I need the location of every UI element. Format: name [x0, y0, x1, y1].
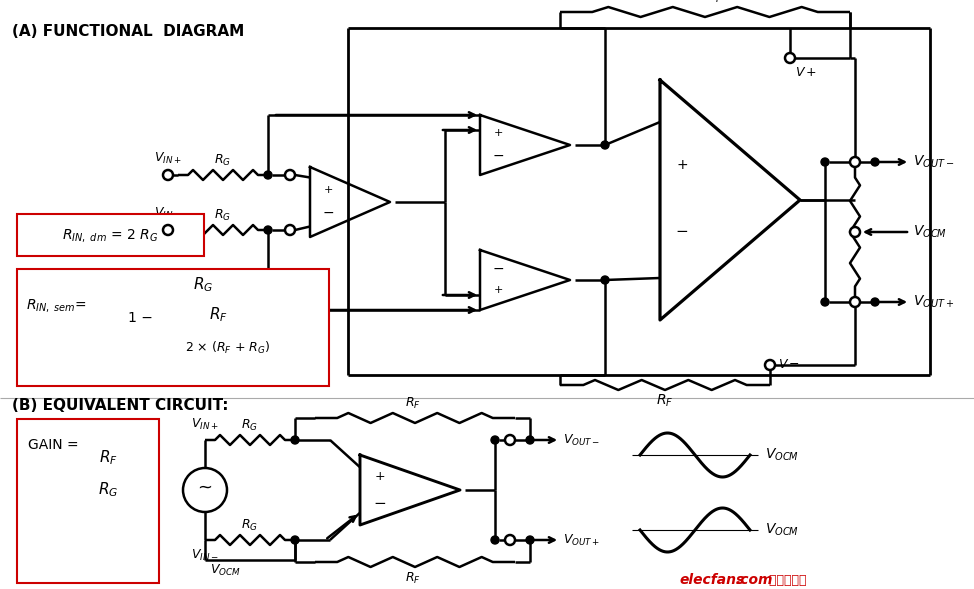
- Text: $-$: $-$: [373, 495, 387, 509]
- Text: $R_F$: $R_F$: [404, 571, 421, 586]
- Text: $V-$: $V-$: [778, 359, 800, 372]
- Text: +: +: [493, 285, 503, 295]
- Text: $R_G$: $R_G$: [193, 276, 213, 294]
- Text: $V_{OUT-}$: $V_{OUT-}$: [563, 432, 600, 448]
- Circle shape: [601, 141, 609, 149]
- Text: $V_{OCM}$: $V_{OCM}$: [913, 224, 947, 240]
- Circle shape: [871, 298, 879, 306]
- Text: $V_{IN+}$: $V_{IN+}$: [154, 151, 182, 166]
- Text: $R_F$: $R_F$: [706, 0, 724, 5]
- Circle shape: [291, 536, 299, 544]
- Circle shape: [821, 158, 829, 166]
- Text: $V_{OUT-}$: $V_{OUT-}$: [913, 154, 955, 170]
- Circle shape: [850, 157, 860, 167]
- Circle shape: [785, 53, 795, 63]
- Text: +: +: [676, 158, 688, 172]
- Text: $R_G$: $R_G$: [242, 518, 258, 533]
- Circle shape: [264, 171, 272, 179]
- Circle shape: [526, 536, 534, 544]
- Text: $-$: $-$: [675, 223, 689, 237]
- Text: $V_{OCM}$: $V_{OCM}$: [765, 447, 799, 463]
- Text: $V_{IN-}$: $V_{IN-}$: [154, 206, 182, 221]
- Text: $-$: $-$: [492, 148, 505, 162]
- Circle shape: [491, 536, 499, 544]
- Text: $R_F$: $R_F$: [656, 393, 674, 409]
- Circle shape: [163, 170, 173, 180]
- Text: $R_G$: $R_G$: [214, 208, 232, 223]
- Text: $V_{OUT+}$: $V_{OUT+}$: [563, 532, 600, 548]
- Text: 1 −: 1 −: [128, 311, 153, 325]
- Text: $V_{IN-}$: $V_{IN-}$: [191, 548, 219, 563]
- Circle shape: [183, 468, 227, 512]
- Circle shape: [871, 158, 879, 166]
- Text: $R_F$: $R_F$: [208, 306, 227, 325]
- Text: $R_F$: $R_F$: [404, 396, 421, 411]
- Circle shape: [163, 225, 173, 235]
- Circle shape: [601, 276, 609, 284]
- Circle shape: [285, 225, 295, 235]
- Circle shape: [285, 170, 295, 180]
- Text: $-$: $-$: [492, 261, 505, 275]
- Text: $V_{OCM}$: $V_{OCM}$: [765, 522, 799, 538]
- Text: (B) EQUIVALENT CIRCUIT:: (B) EQUIVALENT CIRCUIT:: [12, 398, 229, 412]
- Text: (A) FUNCTIONAL  DIAGRAM: (A) FUNCTIONAL DIAGRAM: [12, 25, 244, 39]
- FancyBboxPatch shape: [17, 269, 329, 386]
- Text: 2 × ($R_F$ + $R_G$): 2 × ($R_F$ + $R_G$): [185, 340, 271, 356]
- Text: $R_G$: $R_G$: [242, 418, 258, 433]
- Text: $V_{OCM}$: $V_{OCM}$: [210, 562, 241, 578]
- FancyBboxPatch shape: [17, 419, 159, 583]
- Text: .com: .com: [735, 573, 772, 587]
- Text: 电子发烧友: 电子发烧友: [765, 574, 806, 587]
- Text: ~: ~: [198, 479, 212, 497]
- Text: $-$: $-$: [322, 205, 334, 219]
- Circle shape: [765, 360, 775, 370]
- Circle shape: [264, 226, 272, 234]
- Circle shape: [491, 436, 499, 444]
- Circle shape: [526, 436, 534, 444]
- Circle shape: [850, 227, 860, 237]
- Text: $R_{IN,\ sem}$=: $R_{IN,\ sem}$=: [26, 296, 87, 313]
- Circle shape: [821, 298, 829, 306]
- Text: elecfans: elecfans: [680, 573, 745, 587]
- Text: GAIN =: GAIN =: [28, 438, 79, 452]
- Circle shape: [505, 535, 515, 545]
- FancyBboxPatch shape: [17, 214, 204, 256]
- Circle shape: [291, 436, 299, 444]
- Text: $R_G$: $R_G$: [97, 481, 118, 499]
- Text: $V+$: $V+$: [795, 66, 817, 79]
- Circle shape: [850, 297, 860, 307]
- Text: +: +: [375, 469, 386, 482]
- Text: $R_F$: $R_F$: [98, 449, 118, 467]
- Text: $R_{IN,\ dm}$ = 2 $R_G$: $R_{IN,\ dm}$ = 2 $R_G$: [61, 227, 158, 243]
- Text: $V_{OUT+}$: $V_{OUT+}$: [913, 294, 955, 310]
- Text: $V_{IN+}$: $V_{IN+}$: [191, 417, 219, 432]
- Text: +: +: [493, 128, 503, 138]
- Text: +: +: [323, 185, 333, 195]
- Text: $R_G$: $R_G$: [214, 153, 232, 168]
- Circle shape: [505, 435, 515, 445]
